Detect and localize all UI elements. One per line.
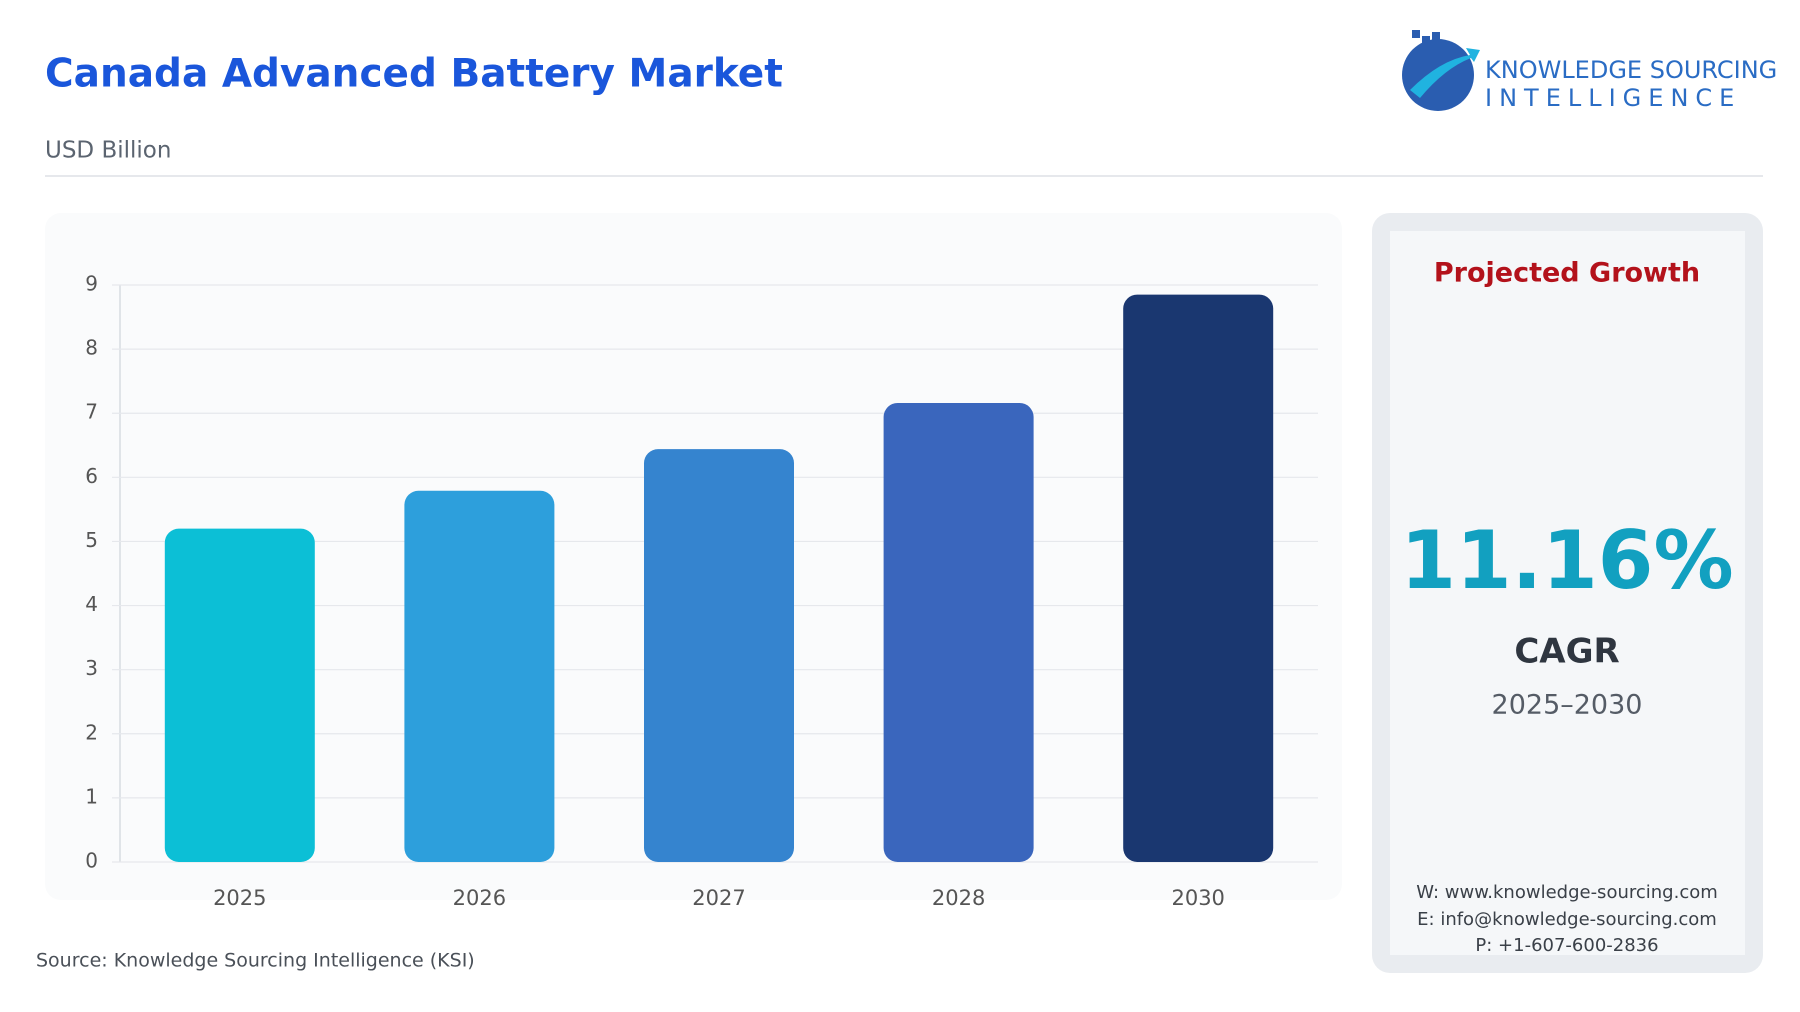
y-tick-label: 7 <box>85 400 98 424</box>
panel-value: 11.16% <box>1400 514 1733 607</box>
bar <box>1123 294 1274 862</box>
x-tick-label: 2030 <box>1171 886 1224 910</box>
chart-subtitle: USD Billion <box>45 138 171 164</box>
bar <box>644 449 794 862</box>
logo: KNOWLEDGE SOURCING INTELLIGENCE <box>1402 30 1777 112</box>
y-tick-label: 1 <box>85 784 98 808</box>
y-tick-label: 8 <box>85 336 98 360</box>
panel-heading: Projected Growth <box>1434 258 1700 289</box>
contact: W: www.knowledge-sourcing.com <box>1416 882 1718 903</box>
panel-label: CAGR <box>1514 632 1619 672</box>
logo-line2: INTELLIGENCE <box>1485 84 1741 112</box>
growth-panel-inner <box>1390 231 1745 955</box>
contact: E: info@knowledge-sourcing.com <box>1417 909 1717 930</box>
source: Source: Knowledge Sourcing Intelligence … <box>36 950 475 972</box>
y-tick-label: 5 <box>85 528 98 552</box>
y-tick-label: 4 <box>85 592 98 616</box>
chart-title: Canada Advanced Battery Market <box>45 52 783 97</box>
x-tick-label: 2025 <box>213 886 266 910</box>
logo-pixel <box>1422 36 1430 44</box>
logo-line1: KNOWLEDGE SOURCING <box>1485 56 1777 84</box>
bar <box>164 528 315 862</box>
x-tick-label: 2027 <box>692 886 745 910</box>
y-tick-label: 6 <box>85 464 98 488</box>
x-tick-label: 2026 <box>453 886 506 910</box>
y-tick-label: 9 <box>85 272 98 296</box>
logo-arrow <box>1410 48 1480 98</box>
logo-pixel <box>1412 30 1420 38</box>
x-tick-label: 2028 <box>932 886 985 910</box>
y-tick-label: 2 <box>85 720 98 744</box>
bar <box>883 402 1034 862</box>
contact: P: +1-607-600-2836 <box>1475 935 1658 956</box>
bar <box>404 490 555 862</box>
y-tick-label: 3 <box>85 656 98 680</box>
y-tick-label: 0 <box>85 849 98 873</box>
logo-pixel <box>1432 32 1440 40</box>
panel-period: 2025–2030 <box>1492 690 1643 721</box>
